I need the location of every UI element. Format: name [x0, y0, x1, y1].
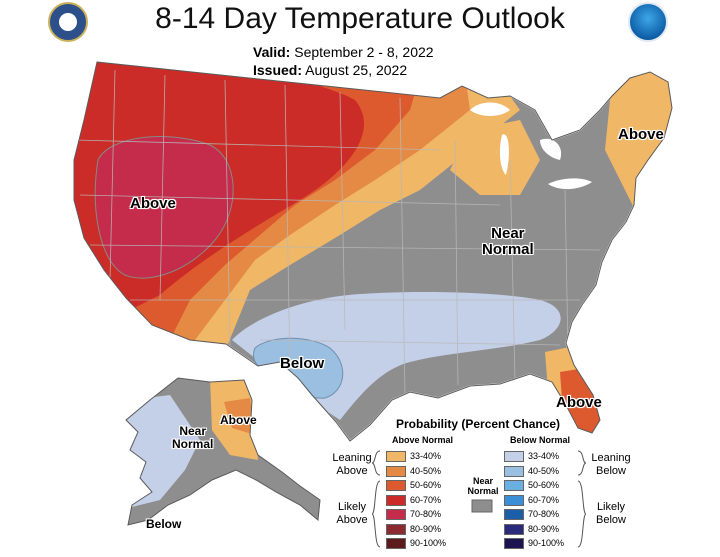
legend-below-label: 70-80%	[528, 509, 560, 519]
legend-above-swatch	[386, 465, 406, 477]
above-70-80-region	[94, 136, 234, 279]
likely-below-line2: Below	[596, 513, 626, 526]
legend-above-swatch	[386, 523, 406, 535]
legend-below-swatch	[504, 509, 524, 521]
label-near-normal: Near Normal	[482, 226, 534, 258]
florida-above-inner	[560, 368, 605, 436]
near-normal-line2: Normal	[467, 486, 499, 496]
leaning-above-line2: Above	[336, 464, 368, 477]
valid-value: September 2 - 8, 2022	[294, 44, 434, 60]
label-alaska-above: Above	[220, 413, 257, 427]
legend-below-swatch	[504, 523, 524, 535]
valid-row: Valid: September 2 - 8, 2022	[253, 44, 434, 60]
label-florida-above: Above	[556, 394, 602, 411]
legend-above-label: 50-60%	[410, 480, 442, 490]
label-alaska-below: Below	[146, 517, 182, 531]
legend-leaning-below-label: Leaning Below	[588, 452, 634, 477]
legend-below-row: 80-90%	[504, 524, 559, 535]
legend-brace-leaning-above	[371, 450, 381, 476]
issued-row: Issued: August 25, 2022	[253, 62, 407, 78]
legend-above-swatch	[386, 494, 406, 506]
likely-below-line1: Likely	[596, 501, 626, 513]
legend-brace-likely-above	[371, 480, 381, 548]
lake-michigan	[499, 134, 509, 175]
page-title: 8-14 Day Temperature Outlook	[155, 2, 565, 35]
legend-below-label: 80-90%	[528, 523, 560, 534]
legend-below-label: 50-60%	[528, 480, 560, 490]
issued-value: August 25, 2022	[305, 62, 408, 78]
label-alaska-near-normal: Near Normal	[172, 425, 213, 450]
legend-below-label: 90-100%	[528, 538, 565, 548]
legend-below-row: 60-70%	[504, 495, 559, 506]
valid-label: Valid:	[253, 44, 291, 60]
legend-above-row: 50-60%	[386, 480, 442, 492]
label-northeast-above: Above	[618, 126, 664, 143]
issued-label: Issued:	[253, 62, 303, 78]
legend-likely-below-label: Likely Below	[588, 501, 634, 526]
leaning-below-line2: Below	[596, 464, 626, 477]
legend-below-label: 33-40%	[528, 451, 560, 461]
legend-below-swatch	[504, 494, 524, 506]
label-west-above: Above	[130, 195, 176, 212]
legend-likely-above-label: Likely Above	[330, 501, 374, 526]
legend-below-row: 70-80%	[504, 509, 560, 521]
label-texas-below: Below	[280, 355, 325, 372]
legend-below-row: 33-40%	[504, 451, 560, 463]
legend-below-swatch	[504, 451, 524, 463]
legend-brace-leaning-below	[577, 450, 587, 476]
legend-below-row: 40-50%	[504, 466, 559, 477]
near-normal-line1: Near	[472, 476, 493, 486]
legend-below-label: 60-70%	[528, 494, 560, 505]
legend-above-label: 90-100%	[410, 538, 447, 548]
legend-title: Probability (Percent Chance)	[396, 417, 561, 431]
great-lakes-above-region	[450, 120, 540, 195]
legend-above-row: 90-100%	[386, 538, 447, 550]
lake-huron	[540, 138, 562, 160]
legend-below-swatch	[504, 465, 524, 477]
label-near-normal-line2: Normal	[482, 240, 534, 258]
label-alaska-near-line2: Normal	[172, 436, 214, 451]
legend-near-normal-label: Near Normal	[466, 476, 500, 496]
legend-below-row: 50-60%	[504, 480, 560, 492]
leaning-above-line1: Leaning	[332, 452, 372, 464]
lake-superior	[470, 102, 510, 116]
legend-near-normal-swatch	[471, 499, 493, 513]
legend-brace-likely-below	[577, 480, 587, 548]
leaning-below-line1: Leaning	[591, 452, 631, 464]
legend-below-swatch	[504, 538, 524, 550]
noaa-logo-icon	[628, 2, 668, 42]
legend-above-label: 40-50%	[410, 465, 442, 476]
likely-above-line2: Above	[336, 513, 368, 526]
legend-above-swatch	[386, 480, 406, 492]
legend-above-label: 70-80%	[410, 509, 442, 519]
doc-seal-icon	[48, 2, 88, 42]
legend-above-row: 33-40%	[386, 451, 442, 463]
lake-erie	[548, 178, 592, 190]
legend-above-row: 60-70%	[386, 495, 441, 506]
legend-below-label: 40-50%	[528, 465, 560, 476]
alaska-above-40-50	[224, 398, 255, 435]
legend-above-label: 80-90%	[410, 523, 442, 534]
legend-below-row: 90-100%	[504, 538, 565, 550]
legend-above-row: 70-80%	[386, 509, 442, 521]
legend-below-swatch	[504, 480, 524, 492]
legend-above-label: 33-40%	[410, 451, 442, 461]
legend-leaning-above-label: Leaning Above	[330, 452, 374, 477]
legend-above-header: Above Normal	[392, 435, 454, 445]
state-boundaries	[74, 69, 601, 396]
likely-above-line1: Likely	[337, 501, 367, 513]
legend-above-swatch	[386, 451, 406, 463]
legend-above-row: 40-50%	[386, 466, 441, 477]
alaska-below-region	[126, 395, 200, 510]
label-alaska-near-line1: Near	[179, 424, 207, 438]
legend-above-row: 80-90%	[386, 524, 441, 535]
legend-above-swatch	[386, 538, 406, 550]
legend-above-label: 60-70%	[410, 494, 442, 505]
legend-below-header: Below Normal	[510, 435, 571, 445]
label-near-normal-line1: Near	[491, 225, 525, 242]
legend-above-swatch	[386, 509, 406, 521]
